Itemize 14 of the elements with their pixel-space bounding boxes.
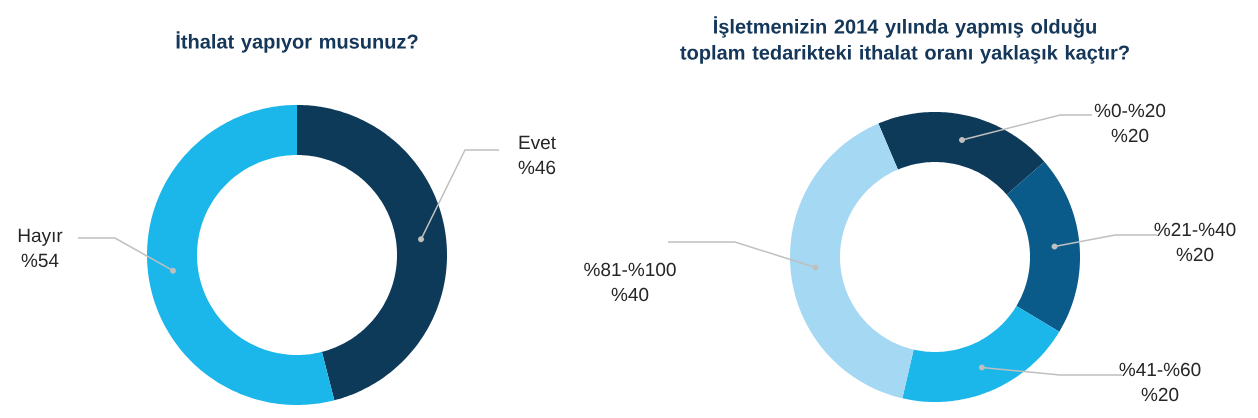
slice-label: %41-%60 [1119, 362, 1201, 377]
data-label: %46 [518, 160, 556, 175]
data-label: %20 [1176, 247, 1214, 262]
data-label: %20 [1111, 128, 1149, 143]
slice-label: Hayır [18, 228, 63, 246]
slice-label: Evet [519, 135, 556, 150]
data-label: %54 [21, 253, 59, 268]
slice-label: %81-%100 [584, 262, 676, 277]
slice-label: %0-%20 [1094, 103, 1166, 118]
data-label: %40 [611, 287, 649, 302]
data-label: %20 [1141, 387, 1179, 402]
slice-label: %21-%40 [1154, 222, 1236, 237]
chart-title: İthalat yapıyor musunuz? [176, 31, 418, 53]
chart-title: İşletmenizin 2014 yılında yapmış olduğu toplam tedarikteki ithalat oranı yaklaşık kaçtır? [680, 16, 1129, 64]
